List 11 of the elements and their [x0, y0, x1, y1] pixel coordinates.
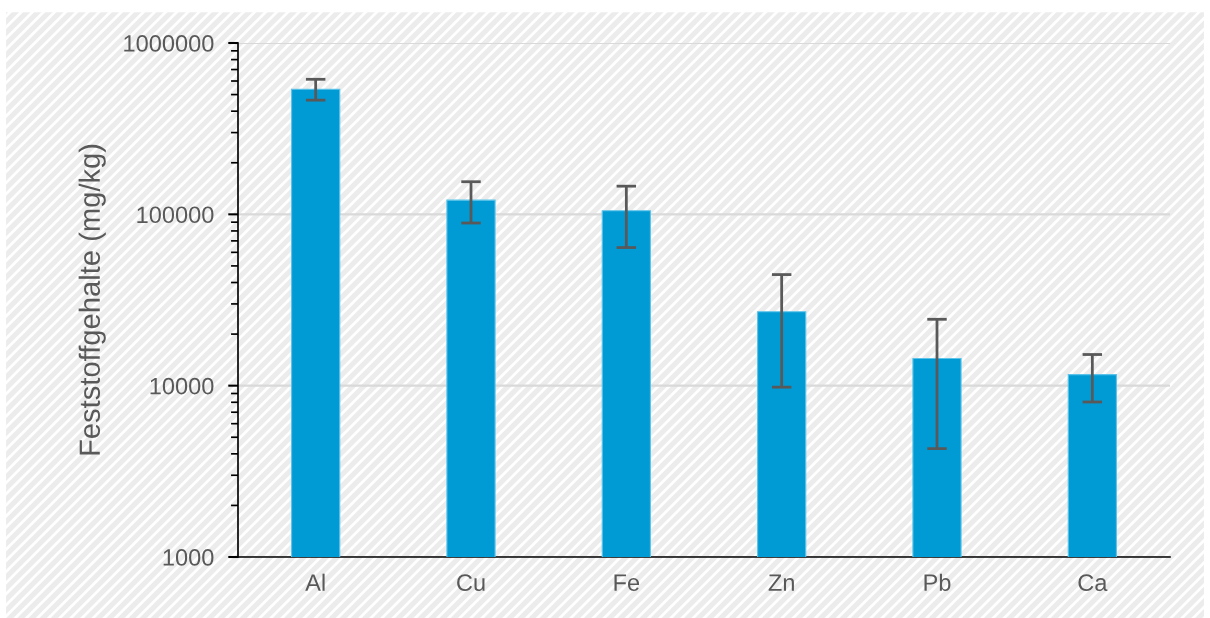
y-axis-title: Feststoffgehalte (mg/kg): [78, 144, 106, 455]
y-tick-label: 1000000: [124, 35, 214, 52]
x-tick-label: Fe: [614, 574, 640, 592]
x-tick-label: Zn: [768, 574, 794, 591]
x-tick-label: Cu: [457, 574, 485, 592]
y-tick-label: 1000: [163, 549, 214, 566]
x-tick-label: Al: [305, 573, 325, 591]
y-tick-label: 100000: [137, 206, 214, 224]
x-tick-label: Pb: [924, 573, 951, 592]
x-tick-label: Ca: [1078, 574, 1108, 592]
y-tick-label: 10000: [150, 377, 214, 395]
